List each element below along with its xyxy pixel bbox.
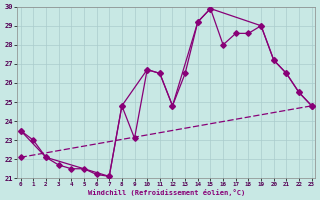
X-axis label: Windchill (Refroidissement éolien,°C): Windchill (Refroidissement éolien,°C) [88,189,245,196]
